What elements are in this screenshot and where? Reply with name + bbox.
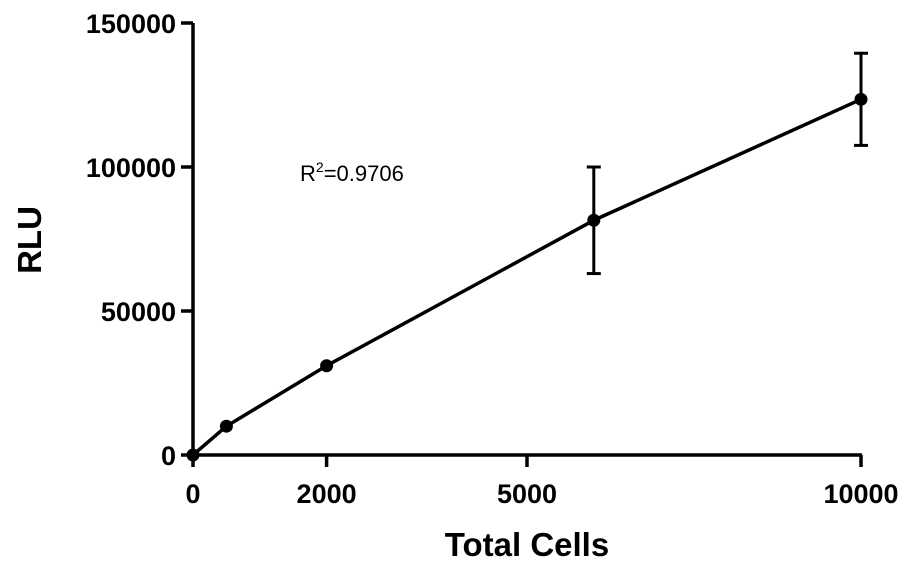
x-tick-label: 0 <box>185 479 200 509</box>
y-tick-label: 50000 <box>101 297 176 327</box>
r-squared-annotation: R2=0.9706 <box>300 159 404 186</box>
y-tick-label: 150000 <box>86 9 176 39</box>
x-tick-label: 2000 <box>297 479 357 509</box>
data-point <box>219 419 233 433</box>
data-point <box>320 359 334 373</box>
r-squared-superscript: 2 <box>316 159 324 175</box>
r-squared-value: =0.9706 <box>324 161 404 186</box>
x-tick-label: 5000 <box>497 479 557 509</box>
y-axis-title: RLU <box>11 206 48 274</box>
x-tick-label: 10000 <box>823 479 898 509</box>
axes: 0 50000 100000 150000 0 2000 5000 10000 <box>86 9 899 509</box>
r-squared-prefix: R <box>300 161 316 186</box>
series-line <box>191 97 862 457</box>
data-point <box>186 448 200 462</box>
plot-area <box>186 51 868 462</box>
y-tick-label: 0 <box>161 441 176 471</box>
data-point <box>854 92 868 106</box>
y-tick-label: 100000 <box>86 153 176 183</box>
data-point <box>587 213 601 227</box>
x-axis-title: Total Cells <box>445 526 609 561</box>
